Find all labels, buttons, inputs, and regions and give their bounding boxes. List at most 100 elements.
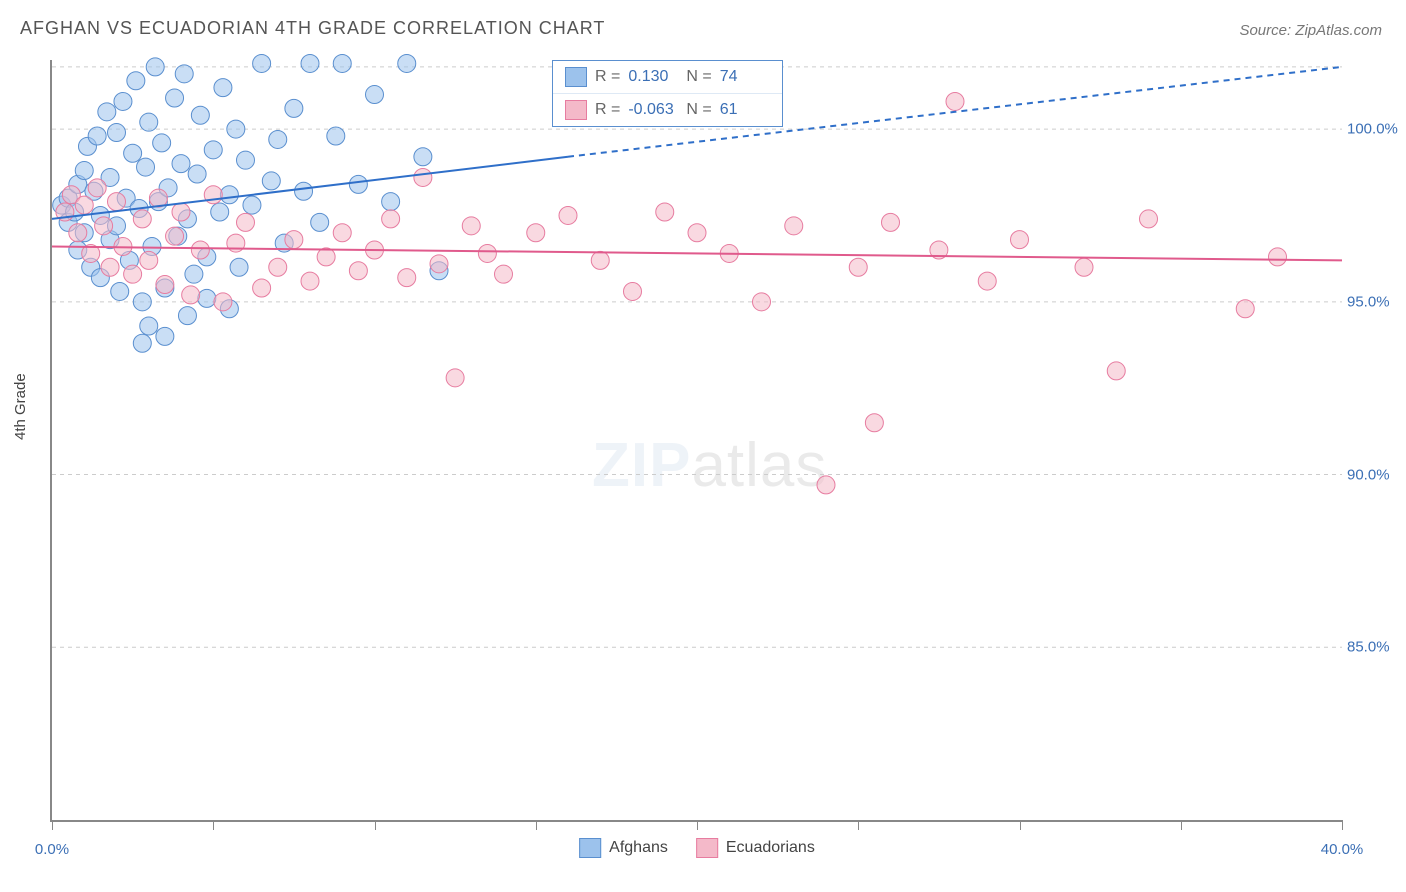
y-axis-label: 4th Grade — [12, 373, 29, 440]
data-point-afghans — [262, 172, 280, 190]
data-point-ecuadorians — [95, 217, 113, 235]
data-point-ecuadorians — [333, 224, 351, 242]
legend-item-ecuadorians: Ecuadorians — [696, 838, 815, 858]
data-point-ecuadorians — [133, 210, 151, 228]
data-point-afghans — [75, 162, 93, 180]
data-point-afghans — [133, 293, 151, 311]
data-point-ecuadorians — [462, 217, 480, 235]
data-point-afghans — [124, 144, 142, 162]
data-point-afghans — [253, 54, 271, 72]
data-point-ecuadorians — [166, 227, 184, 245]
data-point-afghans — [204, 141, 222, 159]
data-point-afghans — [230, 258, 248, 276]
legend-row-ecuadorians: R = -0.063 N = 61 — [553, 93, 782, 126]
x-tick — [375, 820, 376, 830]
data-point-ecuadorians — [237, 213, 255, 231]
data-point-ecuadorians — [349, 262, 367, 280]
chart-svg — [52, 60, 1342, 820]
trendline-ecuadorians — [52, 247, 1342, 261]
data-point-ecuadorians — [124, 265, 142, 283]
plot-area: ZIPatlas 85.0%90.0%95.0%100.0% 0.0%40.0%… — [50, 60, 1342, 822]
data-point-afghans — [146, 58, 164, 76]
data-point-afghans — [198, 289, 216, 307]
x-tick — [1020, 820, 1021, 830]
data-point-afghans — [185, 265, 203, 283]
data-point-afghans — [98, 103, 116, 121]
data-point-afghans — [178, 307, 196, 325]
source-attribution: Source: ZipAtlas.com — [1239, 22, 1382, 39]
data-point-ecuadorians — [269, 258, 287, 276]
data-point-ecuadorians — [1075, 258, 1093, 276]
x-tick — [1181, 820, 1182, 830]
data-point-afghans — [111, 282, 129, 300]
swatch-afghans — [565, 67, 587, 87]
r-label: R = — [595, 102, 620, 118]
data-point-afghans — [398, 54, 416, 72]
data-point-ecuadorians — [430, 255, 448, 273]
data-point-ecuadorians — [398, 269, 416, 287]
data-point-ecuadorians — [301, 272, 319, 290]
x-tick — [1342, 820, 1343, 830]
data-point-afghans — [108, 124, 126, 142]
data-point-ecuadorians — [591, 251, 609, 269]
data-point-afghans — [88, 127, 106, 145]
y-tick-label: 95.0% — [1347, 293, 1402, 310]
x-tick-label: 40.0% — [1321, 841, 1364, 858]
trendline-afghans — [52, 157, 568, 219]
data-point-ecuadorians — [527, 224, 545, 242]
data-point-ecuadorians — [140, 251, 158, 269]
data-point-afghans — [295, 182, 313, 200]
data-point-ecuadorians — [108, 193, 126, 211]
series-legend: Afghans Ecuadorians — [579, 838, 815, 858]
x-tick — [213, 820, 214, 830]
data-point-ecuadorians — [865, 414, 883, 432]
y-tick-label: 100.0% — [1347, 121, 1402, 138]
data-point-ecuadorians — [182, 286, 200, 304]
data-point-ecuadorians — [253, 279, 271, 297]
data-point-afghans — [333, 54, 351, 72]
data-point-afghans — [301, 54, 319, 72]
data-point-afghans — [214, 79, 232, 97]
data-point-ecuadorians — [946, 92, 964, 110]
data-point-ecuadorians — [101, 258, 119, 276]
data-point-afghans — [133, 334, 151, 352]
swatch-ecuadorians — [565, 100, 587, 120]
data-point-afghans — [414, 148, 432, 166]
data-point-afghans — [114, 92, 132, 110]
legend-row-afghans: R = 0.130 N = 74 — [553, 61, 782, 93]
data-point-afghans — [349, 175, 367, 193]
data-point-afghans — [285, 99, 303, 117]
y-tick-label: 85.0% — [1347, 639, 1402, 656]
data-point-ecuadorians — [817, 476, 835, 494]
data-point-ecuadorians — [978, 272, 996, 290]
data-point-ecuadorians — [1107, 362, 1125, 380]
n-label: N = — [686, 69, 711, 85]
data-point-ecuadorians — [172, 203, 190, 221]
x-tick — [52, 820, 53, 830]
data-point-ecuadorians — [1140, 210, 1158, 228]
data-point-ecuadorians — [753, 293, 771, 311]
r-label: R = — [595, 69, 620, 85]
swatch-ecuadorians — [696, 838, 718, 858]
data-point-ecuadorians — [1269, 248, 1287, 266]
data-point-ecuadorians — [624, 282, 642, 300]
data-point-afghans — [166, 89, 184, 107]
data-point-ecuadorians — [688, 224, 706, 242]
data-point-afghans — [227, 120, 245, 138]
data-point-afghans — [175, 65, 193, 83]
data-point-ecuadorians — [495, 265, 513, 283]
data-point-afghans — [137, 158, 155, 176]
data-point-afghans — [172, 155, 190, 173]
data-point-afghans — [127, 72, 145, 90]
correlation-legend: R = 0.130 N = 74 R = -0.063 N = 61 — [552, 60, 783, 127]
swatch-afghans — [579, 838, 601, 858]
data-point-ecuadorians — [446, 369, 464, 387]
data-point-ecuadorians — [414, 168, 432, 186]
data-point-ecuadorians — [69, 224, 87, 242]
data-point-ecuadorians — [88, 179, 106, 197]
legend-label-ecuadorians: Ecuadorians — [726, 839, 815, 857]
chart-title: AFGHAN VS ECUADORIAN 4TH GRADE CORRELATI… — [20, 18, 605, 39]
data-point-afghans — [140, 317, 158, 335]
data-point-ecuadorians — [882, 213, 900, 231]
legend-item-afghans: Afghans — [579, 838, 668, 858]
